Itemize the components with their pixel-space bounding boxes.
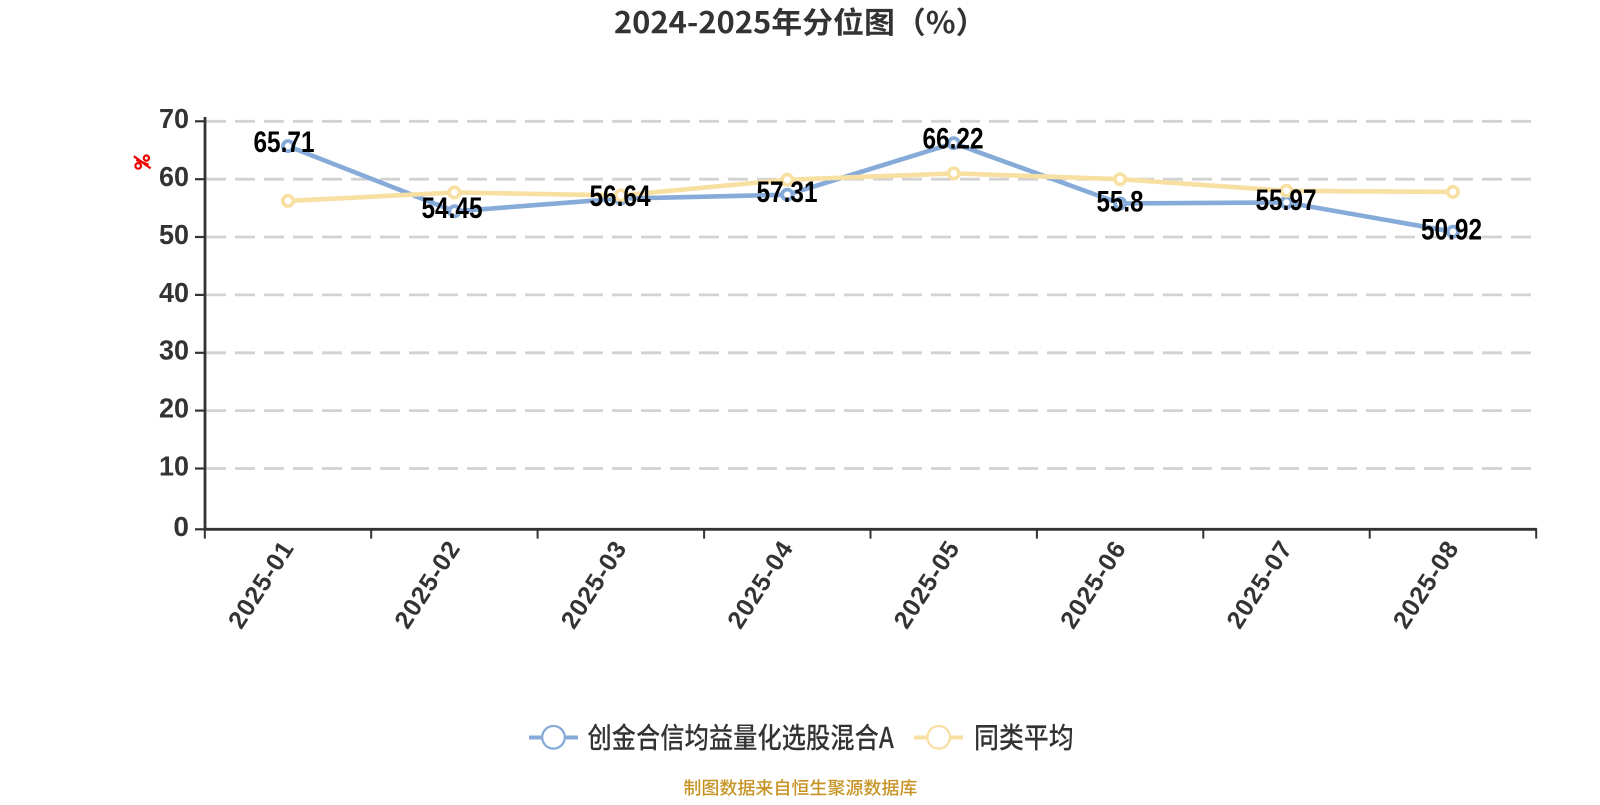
svg-text:65.71: 65.71 bbox=[254, 126, 315, 159]
svg-text:66.22: 66.22 bbox=[923, 122, 984, 155]
svg-text:55.97: 55.97 bbox=[1256, 184, 1317, 217]
svg-text:0: 0 bbox=[173, 511, 189, 542]
svg-text:30: 30 bbox=[159, 335, 189, 366]
svg-text:55.8: 55.8 bbox=[1097, 185, 1144, 218]
svg-text:50.92: 50.92 bbox=[1421, 213, 1482, 246]
svg-text:10: 10 bbox=[159, 450, 189, 481]
svg-text:20: 20 bbox=[159, 393, 189, 424]
svg-text:40: 40 bbox=[159, 277, 189, 308]
svg-text:54.45: 54.45 bbox=[422, 192, 483, 225]
svg-text:70: 70 bbox=[159, 103, 189, 134]
svg-text:60: 60 bbox=[159, 161, 189, 192]
svg-text:50: 50 bbox=[159, 219, 189, 250]
svg-text:56.64: 56.64 bbox=[590, 180, 651, 213]
svg-text:57.31: 57.31 bbox=[757, 176, 818, 209]
